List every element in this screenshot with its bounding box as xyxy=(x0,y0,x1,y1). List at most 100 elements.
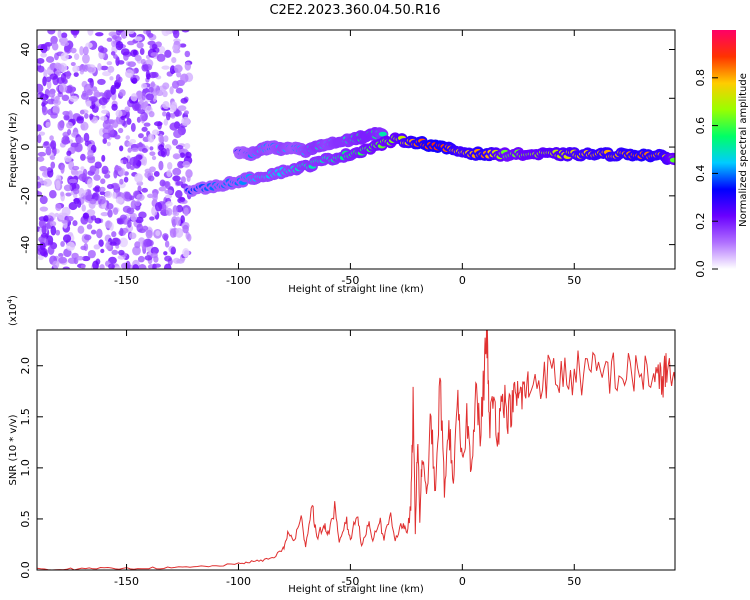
spectrogram-cell xyxy=(126,117,132,125)
spectrogram-cell xyxy=(164,189,173,195)
spectrogram-cell xyxy=(158,133,164,144)
spectrogram-cell xyxy=(66,121,73,129)
spectrogram-cell xyxy=(150,81,155,88)
spectrogram-cell xyxy=(101,165,109,175)
spectrogram-cell xyxy=(45,56,55,63)
spectrogram-cell xyxy=(85,42,93,49)
spectrogram-cell xyxy=(180,215,185,225)
spectrogram-cell xyxy=(56,62,62,73)
spectrogram-cell xyxy=(177,105,187,112)
spectrogram-cell xyxy=(76,256,84,261)
spectrogram-cell xyxy=(85,191,93,201)
spectrogram-cell xyxy=(60,164,65,174)
spectrogram-cell xyxy=(148,86,154,93)
spectrogram-cell xyxy=(39,242,46,251)
spectrogram-cell xyxy=(104,173,111,179)
colorbar-label: Normalized spectral amplitude xyxy=(738,73,749,227)
spectrogram-cell xyxy=(106,61,113,66)
spectrogram-cell xyxy=(80,245,87,251)
spectrogram-frame xyxy=(36,29,676,270)
spectrogram-cell xyxy=(87,30,94,36)
spectrogram-cell xyxy=(39,195,48,205)
spectrogram-cell xyxy=(100,178,106,185)
spectrogram-cell xyxy=(160,147,167,158)
x-tick-label: 0 xyxy=(459,575,466,588)
spectrogram-cell xyxy=(112,207,119,215)
spectrogram-cell xyxy=(184,110,189,115)
spectrogram-cell xyxy=(158,160,164,171)
spectrogram-cell xyxy=(83,132,90,143)
spectrogram-cell xyxy=(165,201,173,207)
spectrogram-cell xyxy=(89,165,97,173)
y-tick-label: 2.0 xyxy=(19,357,32,375)
spectrogram-cell xyxy=(115,40,124,51)
spectrogram-cell xyxy=(141,115,147,122)
y-tick-label: 1.0 xyxy=(19,459,32,477)
spectrogram-cell xyxy=(37,151,47,157)
spectrogram-cell xyxy=(169,86,174,95)
spectrogram-cell xyxy=(93,89,100,98)
spectrogram-cell xyxy=(119,227,124,237)
colorbar-tick-label: 0.0 xyxy=(694,260,707,278)
y-tick-label: -40 xyxy=(19,236,32,254)
spectrogram-cell xyxy=(67,128,72,136)
spectrogram-cell xyxy=(114,134,121,140)
spectrogram-cell xyxy=(179,196,186,203)
spectrogram-cell xyxy=(179,43,187,48)
spectrogram-panel: -150 -100 -50 0 50 -40 -20 0 20 40 Height of stra… xyxy=(8,29,676,295)
spectrogram-cell xyxy=(162,111,167,117)
spectrogram-cell xyxy=(161,65,170,70)
spectrogram-cell xyxy=(45,146,52,156)
spectrogram-x-axis-label: Height of straight line (km) xyxy=(288,284,424,295)
spectrogram-cell xyxy=(127,40,135,46)
spectrogram-cell xyxy=(100,116,108,121)
spectrogram-cell xyxy=(60,41,70,47)
spectrogram-cell xyxy=(53,99,61,106)
spectrogram-cell xyxy=(166,169,172,178)
spectrogram-cell xyxy=(149,151,156,156)
spectrogram-cell xyxy=(81,204,86,212)
spectrogram-cell xyxy=(130,122,136,133)
spectrogram-cell xyxy=(186,175,191,182)
spectrogram-cell xyxy=(83,234,92,241)
spectrogram-cell xyxy=(79,45,84,56)
spectrogram-cell xyxy=(154,202,163,212)
spectrogram-cell xyxy=(151,155,157,161)
spectrogram-cell xyxy=(141,187,148,193)
spectrogram-cell xyxy=(106,202,114,210)
x-tick-label: -50 xyxy=(341,575,359,588)
spectrogram-cell xyxy=(378,131,387,137)
spectrogram-cell xyxy=(63,44,72,54)
spectrogram-cell xyxy=(151,43,158,50)
spectrogram-cell xyxy=(55,203,62,211)
spectrogram-cell xyxy=(107,65,115,73)
spectrogram-cell xyxy=(49,190,57,199)
spectrogram-cell xyxy=(52,260,60,269)
spectrogram-cell xyxy=(50,225,57,236)
spectrogram-cell xyxy=(141,83,148,89)
y-tick-label: 0.5 xyxy=(19,510,32,528)
spectrogram-cell xyxy=(50,35,58,45)
spectrogram-cell xyxy=(90,215,97,221)
spectrogram-cell xyxy=(102,120,111,130)
spectrogram-cell xyxy=(129,165,135,171)
spectrogram-cell xyxy=(162,82,170,90)
spectrogram-cell xyxy=(43,215,49,222)
spectrogram-cell xyxy=(82,53,90,64)
spectrogram-cell xyxy=(72,165,80,171)
spectrogram-cell xyxy=(124,106,131,112)
spectrogram-cell xyxy=(56,77,65,84)
spectrogram-cell xyxy=(117,60,125,65)
spectrogram-cell xyxy=(140,58,147,65)
spectrogram-cell xyxy=(162,90,168,98)
spectrogram-cell xyxy=(138,133,144,139)
spectrogram-cell xyxy=(144,168,152,173)
spectrogram-cell xyxy=(163,251,168,256)
spectrogram-cell xyxy=(87,178,93,189)
spectrogram-cell xyxy=(100,248,105,254)
spectrogram-cell xyxy=(37,124,43,132)
colorbar-tick-label: 0.8 xyxy=(694,69,707,87)
spectrogram-cell xyxy=(87,156,96,164)
spectrogram-cell xyxy=(155,90,164,97)
spectrogram-cell xyxy=(74,53,80,60)
